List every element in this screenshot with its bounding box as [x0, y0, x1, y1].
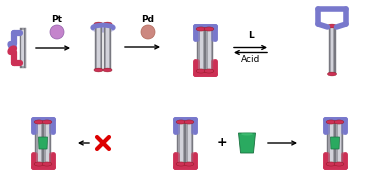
Bar [200, 31, 203, 69]
Ellipse shape [327, 72, 336, 76]
Bar [104, 24, 111, 70]
Bar [95, 24, 102, 70]
Bar [23, 28, 25, 68]
Bar [106, 26, 109, 68]
Bar [95, 24, 96, 70]
Bar [177, 122, 185, 164]
Bar [104, 24, 105, 70]
Ellipse shape [42, 120, 52, 124]
Bar [188, 124, 191, 162]
Ellipse shape [34, 162, 44, 166]
Bar [185, 122, 193, 164]
Ellipse shape [34, 120, 44, 124]
Ellipse shape [103, 22, 112, 26]
Ellipse shape [204, 69, 214, 73]
Polygon shape [38, 137, 47, 149]
Bar [42, 122, 43, 164]
Text: Pd: Pd [141, 15, 154, 23]
Polygon shape [238, 133, 256, 153]
Ellipse shape [196, 69, 206, 73]
Ellipse shape [241, 132, 253, 136]
Bar [43, 122, 51, 164]
Bar [110, 24, 111, 70]
Ellipse shape [204, 27, 214, 31]
Circle shape [50, 25, 64, 39]
Ellipse shape [334, 120, 344, 124]
Bar [330, 28, 333, 72]
Bar [192, 122, 193, 164]
Bar [197, 29, 198, 71]
Bar [327, 122, 328, 164]
Bar [50, 122, 51, 164]
Ellipse shape [184, 120, 194, 124]
Bar [329, 26, 330, 74]
Circle shape [141, 25, 155, 39]
Bar [35, 122, 37, 164]
Bar [97, 26, 100, 68]
Bar [327, 122, 335, 164]
Bar [185, 122, 186, 164]
Bar [101, 24, 102, 70]
Ellipse shape [327, 24, 336, 28]
Bar [38, 124, 41, 162]
Bar [197, 29, 205, 71]
Bar [204, 29, 205, 71]
Ellipse shape [42, 162, 52, 166]
Text: +: + [217, 136, 227, 149]
Bar [35, 122, 43, 164]
Bar [179, 124, 182, 162]
Ellipse shape [196, 27, 206, 31]
Bar [21, 30, 23, 66]
Bar [177, 122, 178, 164]
Bar [20, 28, 22, 68]
Ellipse shape [94, 22, 103, 26]
Text: Acid: Acid [241, 54, 261, 64]
Bar [333, 122, 335, 164]
Ellipse shape [184, 162, 194, 166]
Bar [342, 122, 343, 164]
Bar [329, 26, 335, 74]
Bar [43, 122, 44, 164]
Bar [207, 31, 210, 69]
Ellipse shape [326, 120, 336, 124]
Text: Pt: Pt [51, 15, 63, 23]
Polygon shape [330, 137, 339, 149]
Bar [338, 124, 341, 162]
Ellipse shape [176, 120, 186, 124]
Ellipse shape [334, 162, 344, 166]
Bar [205, 29, 213, 71]
Ellipse shape [326, 162, 336, 166]
Bar [205, 29, 206, 71]
Ellipse shape [94, 68, 103, 72]
Bar [184, 122, 185, 164]
Bar [20, 28, 26, 68]
Bar [211, 29, 213, 71]
Bar [46, 124, 48, 162]
Bar [329, 124, 332, 162]
Text: L: L [248, 32, 254, 40]
Bar [335, 122, 336, 164]
Bar [335, 122, 343, 164]
Ellipse shape [103, 68, 112, 72]
Ellipse shape [176, 162, 186, 166]
